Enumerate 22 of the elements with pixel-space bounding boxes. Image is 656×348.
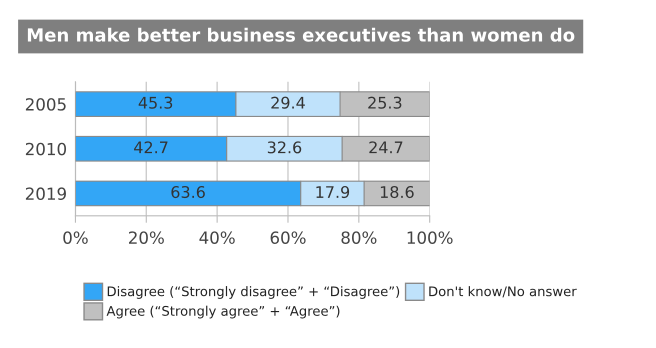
data-label: 25.3 <box>368 96 402 109</box>
x-tick-label: 0% <box>63 231 88 244</box>
y-tick-label: 2005 <box>26 98 66 111</box>
y-tick-label: 2010 <box>26 142 66 156</box>
x-tick-label: 100% <box>408 231 453 244</box>
data-label: 45.3 <box>138 96 172 109</box>
legend-label: Disagree (“Strongly disagree” + “Disagree”) <box>108 286 400 299</box>
legend-label: Agree (“Strongly agree” + “Agree”) <box>106 306 340 318</box>
data-label: 17.9 <box>316 186 350 198</box>
data-label: 29.4 <box>271 96 305 109</box>
data-label: 18.6 <box>380 186 414 198</box>
data-label: 63.6 <box>171 186 205 198</box>
x-tick-label: 40% <box>199 231 235 244</box>
data-label: 32.6 <box>268 141 302 154</box>
data-label: 42.7 <box>134 141 168 154</box>
legend-label: Don't know/No answer <box>429 286 577 298</box>
x-tick-label: 60% <box>270 231 306 244</box>
data-label: 24.7 <box>369 141 402 154</box>
x-tick-label: 20% <box>128 231 164 244</box>
chart-title: Men make better business executives than women do <box>28 28 574 42</box>
x-tick-label: 80% <box>341 231 376 244</box>
y-tick-label: 2019 <box>26 187 66 200</box>
